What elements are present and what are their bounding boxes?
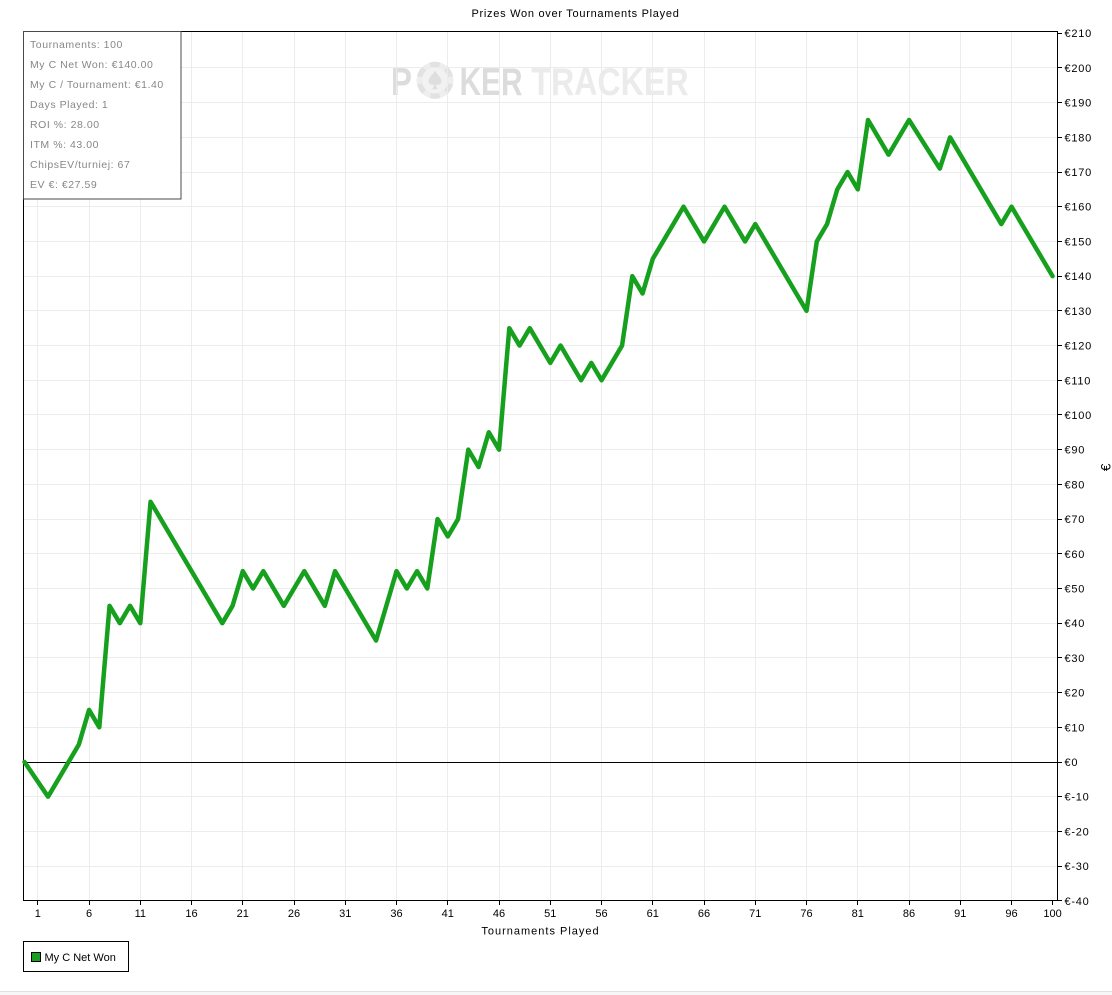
svg-text:€110: €110 xyxy=(1065,375,1092,387)
svg-text:86: 86 xyxy=(903,908,915,920)
svg-text:€80: €80 xyxy=(1065,479,1086,491)
svg-text:€60: €60 xyxy=(1065,549,1086,561)
svg-text:€10: €10 xyxy=(1065,722,1086,734)
svg-text:56: 56 xyxy=(595,908,607,920)
svg-text:€170: €170 xyxy=(1065,167,1092,179)
svg-text:€140: €140 xyxy=(1065,271,1092,283)
svg-text:EV €: €27.59: EV €: €27.59 xyxy=(30,179,97,191)
svg-text:€130: €130 xyxy=(1065,306,1092,318)
svg-text:€70: €70 xyxy=(1065,514,1086,526)
svg-text:Days Played: 1: Days Played: 1 xyxy=(30,99,108,111)
svg-text:€-40: €-40 xyxy=(1065,896,1090,908)
svg-text:€190: €190 xyxy=(1065,98,1092,110)
svg-text:96: 96 xyxy=(1005,908,1017,920)
svg-text:Tournaments Played: Tournaments Played xyxy=(481,926,599,938)
svg-text:€160: €160 xyxy=(1065,202,1092,214)
svg-text:6: 6 xyxy=(86,908,92,920)
svg-text:36: 36 xyxy=(390,908,402,920)
svg-text:€200: €200 xyxy=(1065,63,1092,75)
svg-text:€120: €120 xyxy=(1065,341,1092,353)
svg-text:81: 81 xyxy=(852,908,864,920)
svg-text:My C Net Won: €140.00: My C Net Won: €140.00 xyxy=(30,59,153,71)
svg-text:KER: KER xyxy=(460,61,523,104)
svg-text:€: € xyxy=(1098,463,1112,471)
svg-text:100: 100 xyxy=(1043,908,1061,920)
svg-text:1: 1 xyxy=(35,908,41,920)
svg-text:11: 11 xyxy=(135,908,146,920)
svg-text:€-20: €-20 xyxy=(1065,826,1090,838)
svg-text:51: 51 xyxy=(544,908,556,920)
svg-text:€30: €30 xyxy=(1065,653,1086,665)
svg-text:ITM %: 43.00: ITM %: 43.00 xyxy=(30,139,99,151)
svg-text:€150: €150 xyxy=(1065,236,1092,248)
svg-text:46: 46 xyxy=(493,908,505,920)
svg-text:31: 31 xyxy=(339,908,351,920)
svg-text:16: 16 xyxy=(185,908,197,920)
svg-text:TRACKER: TRACKER xyxy=(531,61,688,104)
svg-text:€20: €20 xyxy=(1065,688,1086,700)
svg-text:21: 21 xyxy=(237,908,249,920)
svg-text:€90: €90 xyxy=(1065,445,1086,457)
svg-text:€-30: €-30 xyxy=(1065,861,1090,873)
svg-text:€210: €210 xyxy=(1065,28,1092,40)
svg-text:€180: €180 xyxy=(1065,132,1092,144)
svg-text:61: 61 xyxy=(647,908,659,920)
svg-text:71: 71 xyxy=(749,908,761,920)
svg-text:91: 91 xyxy=(954,908,966,920)
svg-text:My C / Tournament: €1.40: My C / Tournament: €1.40 xyxy=(30,79,164,91)
svg-text:€40: €40 xyxy=(1065,618,1086,630)
svg-text:€50: €50 xyxy=(1065,583,1086,595)
svg-text:Tournaments: 100: Tournaments: 100 xyxy=(30,39,123,51)
svg-text:66: 66 xyxy=(698,908,710,920)
svg-text:€-10: €-10 xyxy=(1065,792,1090,804)
svg-text:€100: €100 xyxy=(1065,410,1092,422)
svg-text:My C Net Won: My C Net Won xyxy=(45,952,116,964)
svg-text:26: 26 xyxy=(288,908,300,920)
svg-text:76: 76 xyxy=(800,908,812,920)
svg-text:€0: €0 xyxy=(1065,757,1079,769)
svg-text:ROI %: 28.00: ROI %: 28.00 xyxy=(30,119,100,131)
svg-text:ChipsEV/turniej: 67: ChipsEV/turniej: 67 xyxy=(30,159,130,171)
svg-text:41: 41 xyxy=(442,908,454,920)
